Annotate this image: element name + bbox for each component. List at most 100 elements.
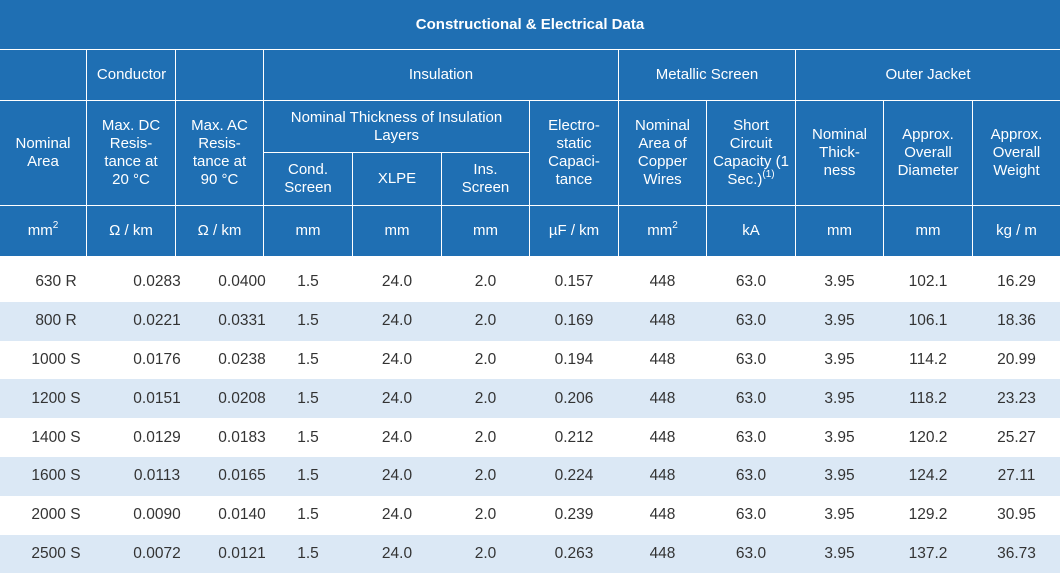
table-cell: 1600 S	[31, 467, 81, 485]
grid-divider	[618, 49, 619, 256]
table-cell: 102.1	[908, 273, 948, 291]
grid-divider	[795, 49, 796, 256]
grid-divider	[264, 152, 529, 153]
table-cell: 0.0129	[133, 428, 181, 446]
subgroup-nominal-thickness: Nominal Thickness of Insulation Layers	[264, 101, 529, 152]
table-cell: 448	[649, 273, 676, 291]
table-cell: 1.5	[297, 350, 319, 368]
table-cell: 63.0	[735, 389, 767, 407]
table-cell: 0.224	[554, 467, 594, 485]
group-outer-jacket: Outer Jacket	[796, 50, 1060, 100]
grid-divider	[0, 49, 1060, 50]
col-cond-screen: Cond. Screen	[264, 153, 352, 205]
table-row: 1400 S 0.0129 0.0183 1.5 24.0 2.0 0.212 448 63.0…	[0, 418, 1060, 457]
table-cell: 0.263	[554, 544, 594, 562]
table-row: 2000 S 0.0090 0.0140 1.5 24.0 2.0 0.239 448 63.0…	[0, 496, 1060, 535]
group-conductor: Conductor	[0, 50, 263, 100]
table-cell: 0.0331	[218, 312, 266, 330]
table-cell: 1000 S	[31, 350, 81, 368]
table-cell: 2.0	[474, 467, 497, 485]
unit-overall-diameter: mm	[884, 206, 972, 256]
table-cell: 0.0400	[218, 273, 266, 291]
table-cell: 24.0	[381, 350, 413, 368]
grid-divider	[972, 101, 973, 257]
table-cell: 0.206	[554, 389, 594, 407]
table-cell: 448	[649, 544, 676, 562]
unit-jacket-thickness: mm	[796, 206, 883, 256]
table-cell: 0.0283	[133, 273, 181, 291]
table-cell: 2.0	[474, 428, 497, 446]
table-cell: 120.2	[908, 428, 948, 446]
table-cell: 0.0238	[218, 350, 266, 368]
table-cell: 24.0	[381, 273, 413, 291]
table-row: 800 R 0.0221 0.0331 1.5 24.0 2.0 0.169 448 63.0 3…	[0, 301, 1060, 341]
table-cell: 448	[649, 350, 676, 368]
table-cell: 0.0183	[218, 428, 266, 446]
table-row: 630 R 0.0283 0.0400 1.5 24.0 2.0 0.157 448 63.0 3…	[0, 263, 1060, 302]
table-cell: 0.0208	[218, 389, 266, 407]
table-cell: 106.1	[908, 312, 948, 330]
footnote-ref: (1)	[762, 169, 775, 180]
table-cell: 24.0	[381, 428, 413, 446]
table-cell: 24.0	[381, 389, 413, 407]
table-cell: 0.157	[554, 273, 594, 291]
table-cell: 448	[649, 312, 676, 330]
table-cell: 0.239	[554, 506, 594, 524]
grid-divider	[529, 101, 530, 257]
table-cell: 2.0	[474, 389, 497, 407]
unit-nominal-area: mm2	[0, 206, 86, 256]
group-metallic-screen: Metallic Screen	[619, 50, 795, 100]
table-cell: 0.212	[554, 428, 594, 446]
unit-dc-resistance: Ω / km	[87, 206, 175, 256]
col-max-dc-resistance: Max. DC Resis-tance at 20 °C	[87, 101, 175, 205]
table-cell: 63.0	[735, 428, 767, 446]
table-cell: 2.0	[474, 350, 497, 368]
col-capacitance: Electro-static Capaci-tance	[530, 101, 618, 205]
table-cell: 0.194	[554, 350, 594, 368]
table-cell: 63.0	[735, 506, 767, 524]
table-cell: 23.23	[997, 389, 1036, 407]
table-cell: 3.95	[824, 389, 855, 407]
table-cell: 137.2	[908, 544, 948, 562]
table-cell: 0.0140	[218, 506, 266, 524]
table-cell: 1.5	[297, 467, 319, 485]
table-cell: 2.0	[474, 312, 497, 330]
table-cell: 27.11	[997, 467, 1036, 485]
table-cell: 3.95	[824, 467, 855, 485]
table-cell: 448	[649, 467, 676, 485]
unit-capacitance: µF / km	[530, 206, 618, 256]
table-cell: 1.5	[297, 389, 319, 407]
table-cell: 63.0	[735, 273, 767, 291]
table-cell: 2.0	[474, 544, 497, 562]
table-cell: 3.95	[824, 506, 855, 524]
col-copper-area: Nominal Area of Copper Wires	[619, 101, 706, 205]
table-cell: 63.0	[735, 544, 767, 562]
table-cell: 448	[649, 389, 676, 407]
unit-cond-screen: mm	[264, 206, 352, 256]
table-cell: 0.169	[554, 312, 594, 330]
col-nominal-area: Nominal Area	[0, 101, 86, 205]
unit-overall-weight: kg / m	[973, 206, 1060, 256]
table-cell: 129.2	[908, 506, 948, 524]
unit-ins-screen: mm	[442, 206, 529, 256]
table-row: 1600 S 0.0113 0.0165 1.5 24.0 2.0 0.224 448 63.0…	[0, 457, 1060, 496]
table-cell: 2000 S	[31, 506, 81, 524]
table-cell: 114.2	[909, 350, 947, 368]
unit-short-circuit: kA	[707, 206, 795, 256]
grid-divider	[86, 49, 87, 256]
table-row: 1200 S 0.0151 0.0208 1.5 24.0 2.0 0.206 448 63.0…	[0, 379, 1060, 419]
table-title: Constructional & Electrical Data	[0, 0, 1060, 49]
table-cell: 0.0090	[133, 506, 181, 524]
table-cell: 25.27	[997, 428, 1036, 446]
col-overall-diameter: Approx. Overall Diameter	[884, 101, 972, 205]
col-ins-screen: Ins. Screen	[442, 153, 529, 205]
table-cell: 2.0	[474, 506, 497, 524]
table-cell: 24.0	[381, 467, 413, 485]
table-cell: 63.0	[735, 467, 767, 485]
col-overall-weight: Approx. Overall Weight	[973, 101, 1060, 205]
table-cell: 3.95	[824, 544, 855, 562]
table-cell: 36.73	[997, 544, 1036, 562]
grid-divider	[883, 101, 884, 257]
table-cell: 24.0	[381, 506, 413, 524]
table-cell: 20.99	[997, 350, 1036, 368]
